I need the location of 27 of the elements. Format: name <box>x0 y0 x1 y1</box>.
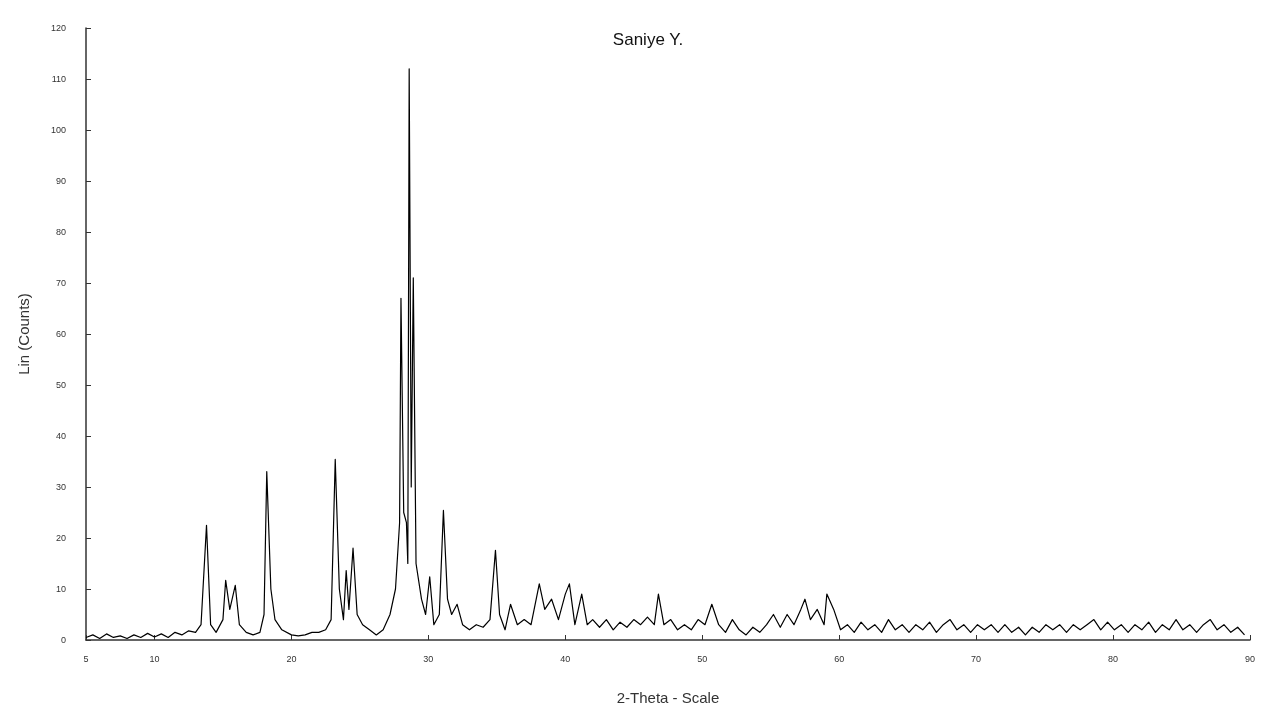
x-tick-label: 70 <box>971 653 982 664</box>
y-tick-label: 30 <box>55 482 66 492</box>
y-tick-label: 70 <box>55 278 66 288</box>
y-axis-title: Lin (Counts) <box>15 293 32 375</box>
x-tick-label: 10 <box>149 653 160 664</box>
y-tick-label: 50 <box>55 380 66 390</box>
x-tick-label: 50 <box>697 653 708 664</box>
x-axis-title: 2-Theta - Scale <box>616 689 720 706</box>
y-tick-label: 110 <box>51 74 66 84</box>
y-tick-label: 120 <box>50 23 66 33</box>
y-tick-label: 20 <box>55 533 66 543</box>
y-tick-label: 40 <box>55 431 66 441</box>
y-tick-label: 90 <box>55 176 66 186</box>
chart-title: Saniye Y. <box>612 30 684 49</box>
y-tick-label: 100 <box>50 125 66 135</box>
line-series <box>85 68 1246 640</box>
x-tick-label: 80 <box>1108 653 1119 664</box>
y-tick-label: 60 <box>55 329 66 339</box>
x-tick-label: 5 <box>83 653 89 664</box>
x-tick-label: 30 <box>423 653 434 664</box>
x-tick-label: 60 <box>834 653 845 664</box>
x-tick-label: 90 <box>1244 653 1256 664</box>
y-tick-label: 80 <box>55 227 66 237</box>
y-tick-label: 0 <box>60 635 66 645</box>
x-tick-label: 40 <box>560 653 571 664</box>
y-tick-label: 10 <box>55 584 66 594</box>
x-tick-label: 20 <box>286 653 297 664</box>
